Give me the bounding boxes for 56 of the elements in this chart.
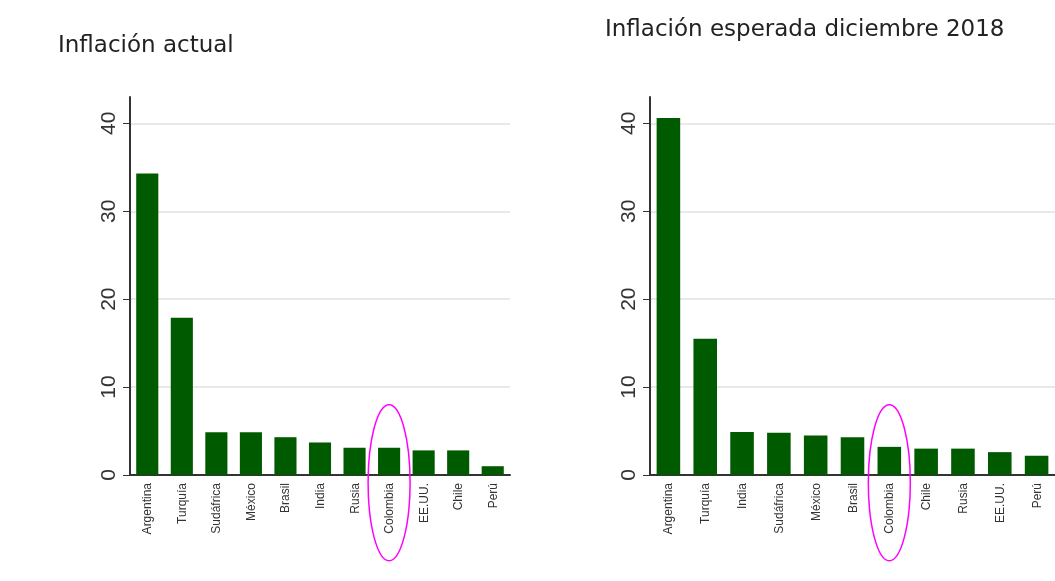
x-tick-label: Turquía (698, 482, 713, 524)
bar (803, 435, 828, 475)
x-tick-label: Perú (485, 483, 500, 509)
y-tick-label: 0 (616, 469, 639, 481)
y-tick-label: 0 (96, 469, 119, 481)
bar (1024, 455, 1049, 475)
y-tick-label: 20 (616, 287, 639, 311)
x-tick-label: Argentina (140, 482, 155, 535)
bar (412, 450, 435, 475)
bar (274, 437, 297, 475)
bar (481, 466, 504, 475)
bar (693, 338, 718, 475)
y-tick-label: 10 (616, 375, 639, 399)
bar (987, 452, 1012, 475)
bar (951, 448, 975, 475)
bar (730, 431, 754, 475)
x-tick-label: Rusia (347, 482, 362, 514)
x-tick-label: Chile (919, 482, 934, 511)
x-tick-label: México (808, 482, 823, 522)
bar (343, 447, 366, 475)
x-tick-label: Perú (1029, 483, 1044, 509)
x-tick-label: Turquía (174, 482, 189, 524)
x-tick-label: Sudáfrica (771, 482, 786, 534)
bar (170, 317, 193, 475)
chart-title: Inflación esperada diciembre 2018 (605, 14, 1005, 43)
bar (877, 446, 902, 475)
y-tick-label: 10 (96, 375, 119, 399)
bar (447, 450, 470, 475)
bar (378, 447, 401, 475)
bar (767, 432, 791, 475)
bar (840, 437, 865, 475)
x-tick-label: EE.UU. (992, 483, 1007, 524)
x-tick-label: EE.UU. (416, 483, 431, 524)
bar (308, 442, 332, 475)
bar (656, 118, 681, 475)
x-tick-label: Brasil (278, 483, 293, 514)
x-tick-label: India (735, 482, 750, 510)
x-tick-label: Chile (451, 482, 466, 511)
x-tick-label: Argentina (661, 482, 676, 535)
x-tick-label: India (313, 482, 327, 510)
y-tick-label: 30 (96, 199, 119, 223)
y-tick-label: 20 (96, 287, 119, 311)
bar (136, 173, 159, 475)
chart-title: Inflación actual (58, 30, 235, 59)
y-tick-label: 40 (616, 111, 639, 136)
x-tick-label: Rusia (955, 482, 970, 514)
bar (239, 432, 262, 475)
x-tick-label: Colombia (382, 482, 397, 534)
x-tick-label: México (243, 482, 258, 522)
y-tick-label: 40 (96, 111, 119, 136)
y-tick-label: 30 (616, 199, 639, 223)
bar (914, 448, 938, 475)
x-tick-label: Brasil (845, 483, 860, 514)
bar (205, 432, 228, 475)
x-tick-label: Colombia (882, 482, 897, 534)
x-tick-label: Sudáfrica (209, 482, 224, 534)
